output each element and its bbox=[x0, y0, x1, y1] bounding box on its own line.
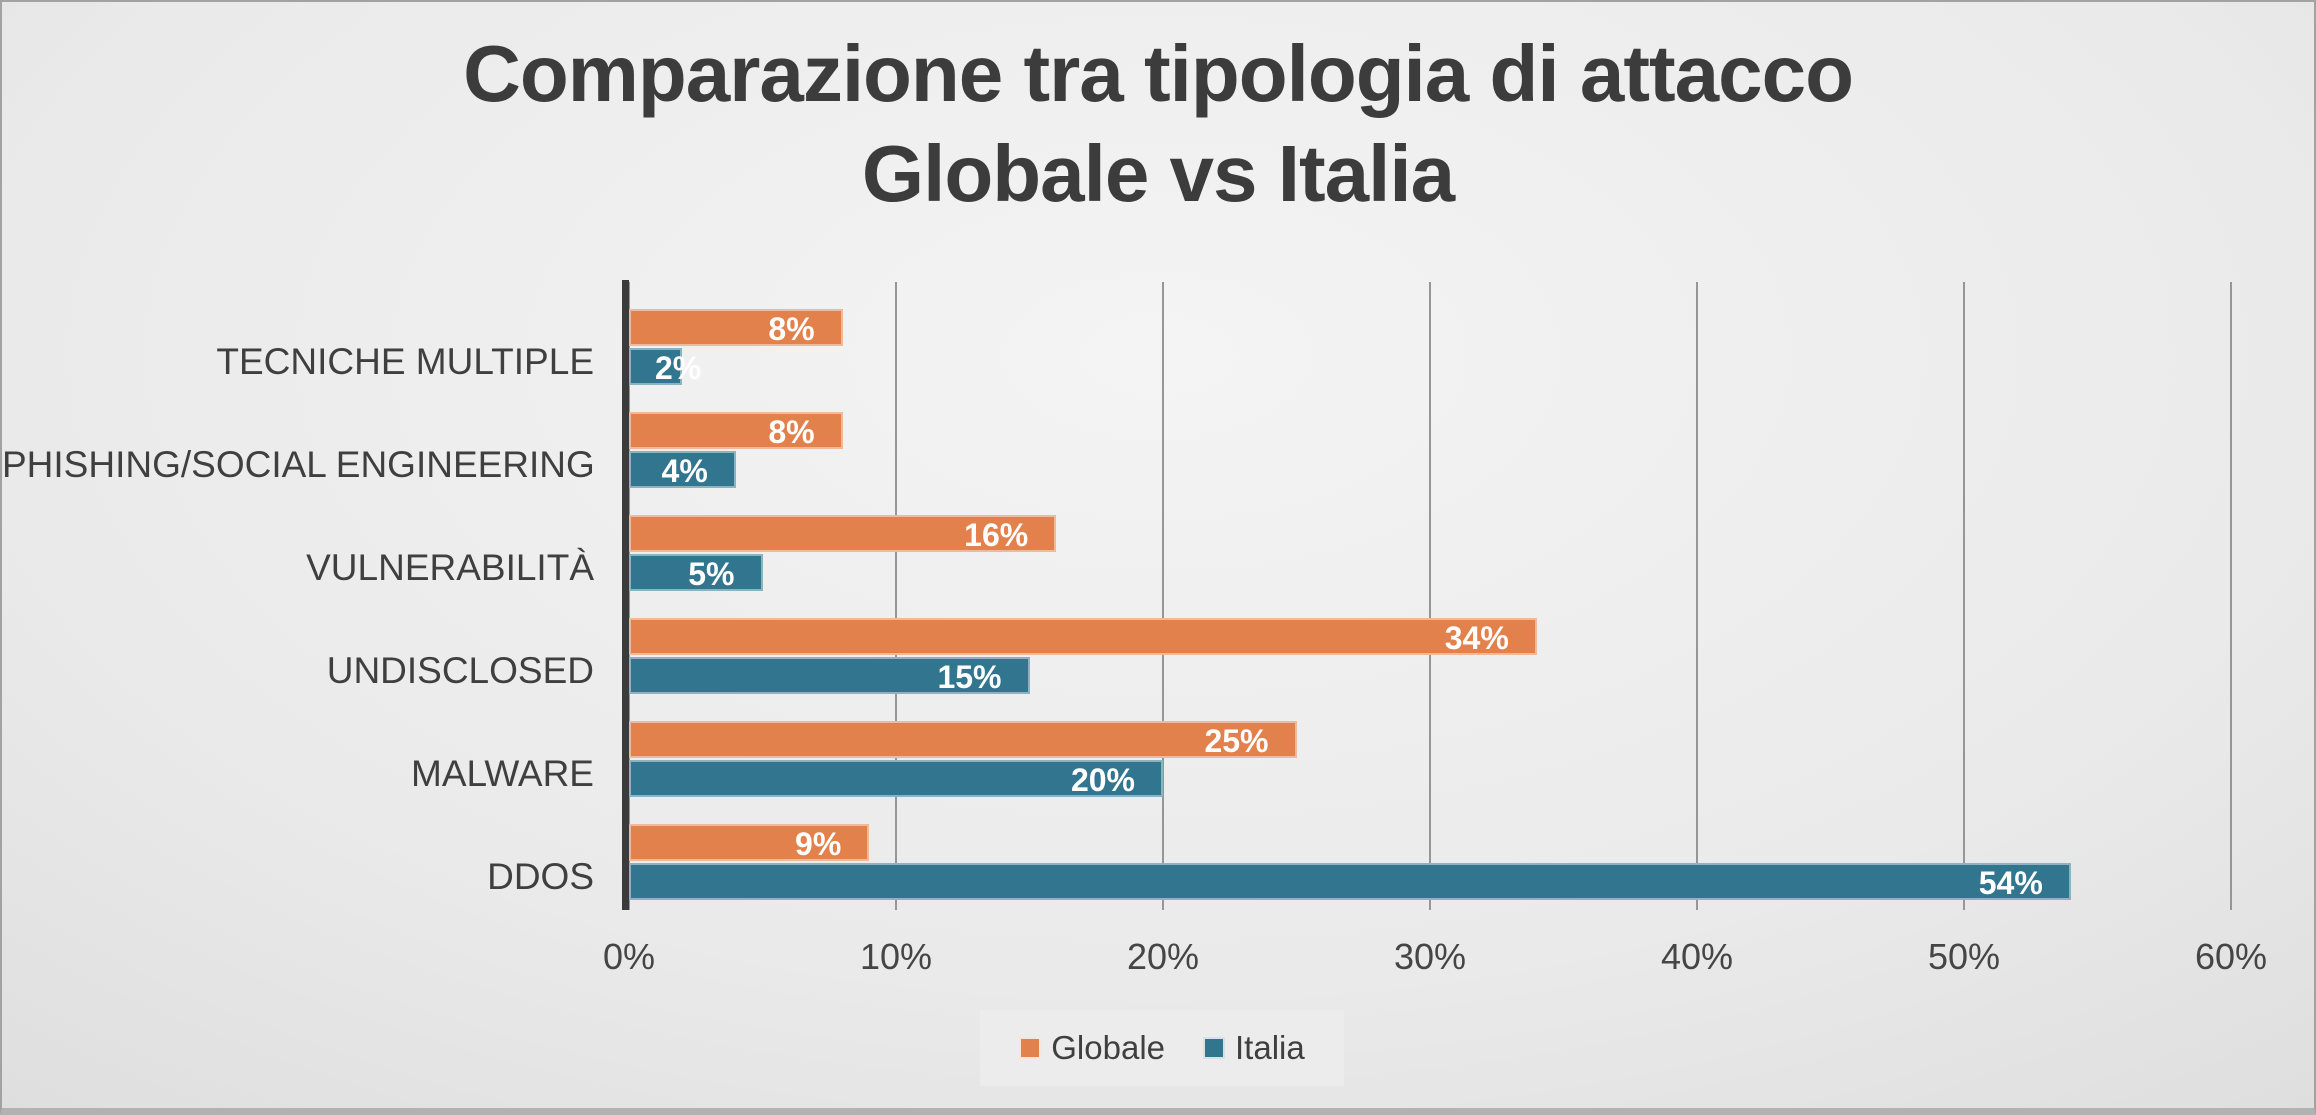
bar-italia-malware: 20% bbox=[629, 760, 1163, 798]
bar-value-label-italia-vulnerabilit: 5% bbox=[688, 556, 735, 592]
gridline-60 bbox=[2230, 282, 2232, 910]
bar-value-label-globale-tecniche-multiple: 8% bbox=[768, 311, 815, 347]
legend-label-globale: Globale bbox=[1051, 1029, 1166, 1066]
bar-globale-malware: 25% bbox=[629, 721, 1297, 759]
legend-label-italia: Italia bbox=[1235, 1029, 1305, 1066]
bar-italia-vulnerabilit: 5% bbox=[629, 554, 763, 592]
x-axis-tick-labels: 0% 10% 20% 30% 40% 50% 60% bbox=[603, 932, 2267, 982]
x-tick-label-50: 50% bbox=[1927, 936, 2001, 977]
x-tick-label-30: 30% bbox=[1393, 936, 1467, 977]
x-tick-label-60: 60% bbox=[2194, 936, 2268, 977]
plot-area: 8% 2% 8% 4% 16% 5% 34% 15% 25% 20% 9% 54% bbox=[622, 280, 2232, 910]
bar-italia-phishing-social-engineering: 4% bbox=[629, 451, 736, 489]
chart-title-line1: Comparazione tra tipologia di attacco bbox=[463, 29, 1854, 118]
category-label-ddos: DDOS bbox=[487, 855, 594, 897]
bar-value-label-globale-ddos: 9% bbox=[795, 826, 842, 862]
bar-globale-phishing-social-engineering: 8% bbox=[629, 412, 843, 450]
bar-italia-tecniche-multiple: 2% bbox=[629, 348, 701, 386]
bar-group-undisclosed: 34% 15% bbox=[629, 618, 2231, 695]
x-tick-label-20: 20% bbox=[1126, 936, 1200, 977]
category-label-phishing-social-engineering: PHISHING/SOCIAL ENGINEERING bbox=[2, 443, 595, 485]
legend-item-italia: Italia bbox=[1203, 1029, 1305, 1067]
legend-item-globale: Globale bbox=[1019, 1029, 1165, 1067]
y-axis-line bbox=[622, 280, 629, 910]
bar-group-vulnerabilit: 16% 5% bbox=[629, 515, 2231, 592]
bar-globale-ddos: 9% bbox=[629, 824, 870, 862]
bar-group-tecniche-multiple: 8% 2% bbox=[629, 309, 2231, 386]
category-label-tecniche-multiple: TECNICHE MULTIPLE bbox=[216, 340, 594, 382]
category-label-malware: MALWARE bbox=[411, 752, 594, 794]
bar-value-label-globale-undisclosed: 34% bbox=[1444, 620, 1509, 656]
gridline-50 bbox=[1963, 282, 1965, 910]
gridline-20 bbox=[1162, 282, 1164, 910]
bar-italia-ddos: 54% bbox=[629, 863, 2071, 901]
chart-title: Comparazione tra tipologia di attacco Gl… bbox=[2, 24, 2314, 224]
bar-value-label-globale-phishing-social-engineering: 8% bbox=[768, 414, 815, 450]
gridline-10 bbox=[895, 282, 897, 910]
bar-globale-tecniche-multiple: 8% bbox=[629, 309, 843, 347]
gridline-30 bbox=[1429, 282, 1431, 910]
bar-globale-vulnerabilit: 16% bbox=[629, 515, 1057, 553]
bar-value-label-globale-vulnerabilit: 16% bbox=[964, 517, 1029, 553]
bar-italia-undisclosed: 15% bbox=[629, 657, 1030, 695]
legend-marker-italia bbox=[1203, 1037, 1226, 1059]
legend-marker-globale bbox=[1019, 1037, 1042, 1059]
x-tick-label-10: 10% bbox=[859, 936, 933, 977]
bar-globale-undisclosed: 34% bbox=[629, 618, 1537, 656]
bar-group-ddos: 9% 54% bbox=[629, 824, 2231, 901]
bar-value-label-italia-malware: 20% bbox=[1070, 762, 1135, 798]
category-label-vulnerabilit: VULNERABILITÀ bbox=[306, 546, 594, 588]
category-label-undisclosed: UNDISCLOSED bbox=[326, 649, 594, 691]
x-tick-label-0: 0% bbox=[602, 936, 656, 977]
bar-group-malware: 25% 20% bbox=[629, 721, 2231, 798]
bar-value-label-globale-malware: 25% bbox=[1204, 723, 1269, 759]
legend: Globale Italia bbox=[980, 1010, 1344, 1086]
gridline-0 bbox=[628, 282, 630, 910]
bar-value-label-italia-tecniche-multiple: 2% bbox=[655, 350, 702, 386]
chart-title-line2: Globale vs Italia bbox=[861, 129, 1455, 218]
x-tick-label-40: 40% bbox=[1660, 936, 1734, 977]
bar-value-label-italia-undisclosed: 15% bbox=[937, 659, 1002, 695]
bar-group-phishing-social-engineering: 8% 4% bbox=[629, 412, 2231, 489]
bar-value-label-italia-phishing-social-engineering: 4% bbox=[661, 453, 708, 489]
bar-value-label-italia-ddos: 54% bbox=[1978, 865, 2043, 901]
category-axis-labels: TECNICHE MULTIPLE PHISHING/SOCIAL ENGINEE… bbox=[2, 282, 595, 904]
gridline-40 bbox=[1696, 282, 1698, 910]
